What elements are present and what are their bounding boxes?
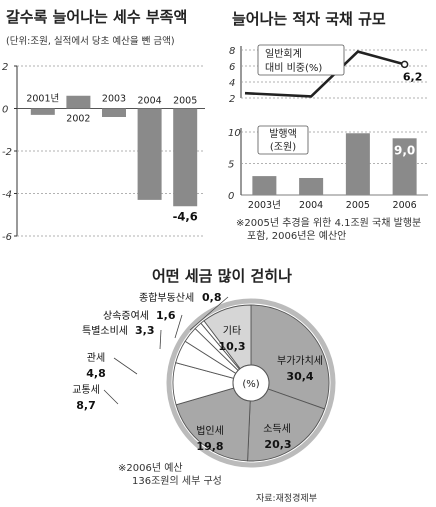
slice-value: 20,3 (264, 438, 291, 451)
y-tick-label: -2 (2, 147, 12, 158)
slice-value: 4,8 (86, 367, 106, 380)
slice-label: 법인세 (196, 425, 224, 437)
slice-label: 특별소비세 (82, 325, 128, 337)
line-label: 대비 비중(%) (265, 62, 322, 74)
right-chart-note: ※2005년 추경을 위한 4.1조원 국채 발행분 포함, 2006년은 예산… (236, 217, 421, 243)
category-label: 2003년 (248, 200, 281, 211)
category-label: 2005 (173, 96, 197, 107)
y-tick-label: 4 (229, 78, 235, 89)
y-tick-label: -4 (2, 190, 12, 201)
pie-chart-note: ※2006년 예산 136조원의 세부 구성 (118, 462, 222, 488)
category-label: 2001년 (26, 94, 59, 105)
slice-value: 1,6 (156, 309, 176, 322)
pie-chart: (%) 부가가치세 30,4 소득세 20,3 법인세 19,8 교통세 8,7 관세 4,8 특별소… (72, 291, 336, 468)
leader-line (103, 389, 119, 405)
y-tick-label: 0 (2, 105, 8, 116)
y-tick-label: -6 (2, 232, 12, 243)
bar (102, 108, 126, 117)
bar (345, 133, 370, 195)
bar-label-box (257, 125, 309, 155)
source-credit: 자료:재정경제부 (256, 494, 317, 504)
slice-label: 부가가치세 (277, 355, 323, 367)
left-chart-subtitle: (단위:조원, 실적에서 당초 예산을 뺀 금액) (6, 36, 175, 47)
leader-line (113, 357, 138, 375)
line-label: 일반회계 (265, 48, 302, 60)
pie-chart-title: 어떤 세금 많이 걷히나 (152, 267, 292, 285)
bar-label: 발행액 (269, 128, 297, 140)
slice-label: 기타 (223, 325, 241, 337)
pie-note-line-1: ※2006년 예산 (118, 463, 183, 474)
slice-value: 3,3 (135, 324, 155, 337)
category-label: 2004 (299, 200, 323, 211)
category-label: 2002 (66, 114, 90, 125)
slice-value: 10,3 (218, 340, 245, 353)
line-point (400, 60, 409, 69)
left-chart-title: 갈수록 늘어나는 세수 부족액 (6, 8, 188, 26)
y-tick-label: 2 (229, 94, 235, 105)
data-label: 9,0 (394, 143, 415, 157)
category-label: 2004 (138, 96, 162, 107)
slice-value: 8,7 (76, 399, 96, 412)
left-bar-chart: 2 0 -2 -4 -6 2001년 2002 2003 2004 2005 -4,6 (2, 62, 205, 243)
slice-label: 상속증여세 (103, 310, 149, 322)
y-tick-label: 10 (228, 128, 241, 139)
bar (173, 108, 198, 207)
y-tick-label: 0 (228, 191, 234, 202)
slice-label: 관세 (87, 352, 105, 364)
leader-line (189, 296, 229, 331)
bar (252, 176, 277, 195)
pie-center (232, 364, 270, 402)
bar (66, 95, 91, 109)
y-tick-label: 5 (228, 160, 234, 171)
pie-note-line-2: 136조원의 세부 구성 (132, 476, 222, 487)
pie-center-label: (%) (242, 379, 259, 390)
bar (299, 177, 324, 195)
leader-line (174, 314, 183, 339)
slice-value: 19,8 (196, 440, 223, 453)
data-label: -4,6 (173, 209, 198, 223)
slice-value: 0,8 (202, 291, 222, 304)
bar (392, 138, 417, 195)
category-label: 2003 (102, 94, 126, 105)
y-tick-label: 2 (2, 62, 8, 73)
category-label: 2005 (346, 200, 370, 211)
pie-outer-ring (166, 298, 336, 468)
slice-label: 종합부동산세 (139, 292, 194, 304)
slice-label: 교통세 (72, 384, 100, 396)
line-label-box (257, 44, 345, 76)
category-label: 2006 (393, 200, 417, 211)
data-label: 6,2 (403, 70, 423, 83)
bar (30, 108, 55, 115)
right-note-line-1: ※2005년 추경을 위한 4.1조원 국채 발행분 (236, 218, 422, 229)
right-chart-title: 늘어나는 적자 국채 규모 (232, 10, 386, 28)
y-tick-label: 8 (229, 46, 235, 57)
y-tick-label: 6 (229, 62, 235, 73)
right-note-line-2: 포함, 2006년은 예산안 (247, 231, 347, 242)
bar-label: (조원) (270, 141, 296, 153)
slice-value: 30,4 (286, 370, 313, 383)
bar (137, 108, 162, 200)
leader-line (159, 329, 162, 350)
slice-label: 소득세 (263, 423, 291, 435)
